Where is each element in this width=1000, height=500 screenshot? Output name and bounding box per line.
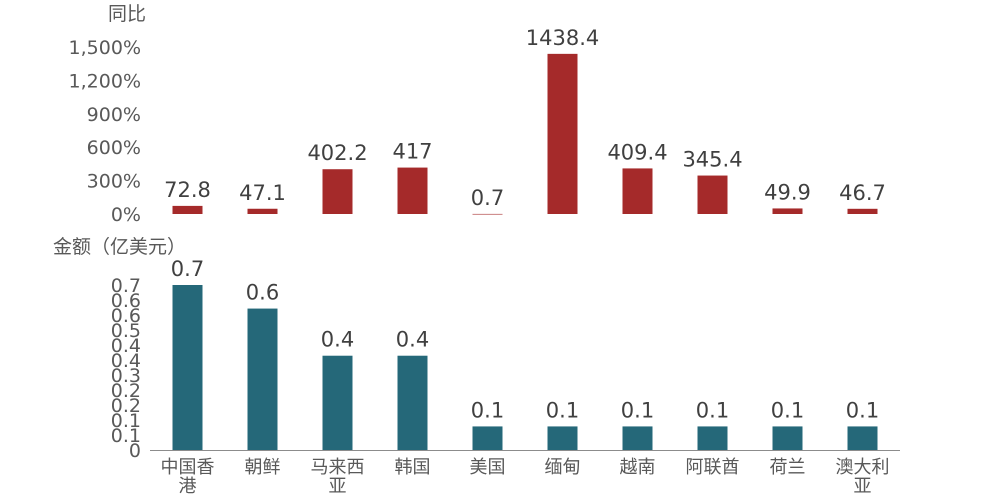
amount-data-label: 0.1 — [471, 398, 504, 422]
yoy-data-label: 345.4 — [682, 148, 742, 172]
yoy-tick-label: 900% — [87, 104, 141, 126]
amount-data-label: 0.1 — [621, 398, 654, 422]
yoy-bar — [397, 167, 428, 214]
amount-tick-label: 0.6 — [111, 305, 141, 327]
yoy-tick-label: 0% — [111, 204, 141, 226]
amount-tick-label: 0.2 — [111, 395, 141, 417]
yoy-tick-label: 1,200% — [69, 70, 141, 92]
amount-data-label: 0.7 — [171, 257, 204, 281]
yoy-data-label: 49.9 — [764, 180, 811, 204]
yoy-data-label: 1438.4 — [526, 26, 599, 50]
amount-bar — [772, 426, 803, 450]
yoy-data-label: 47.1 — [239, 181, 286, 205]
amount-tick-label: 0.7 — [111, 275, 141, 297]
yoy-axis-ticks: 0% 300% 600% 900% 1,200% 1,500% — [69, 37, 141, 226]
amount-data-label: 0.1 — [846, 398, 879, 422]
amount-bar — [697, 426, 728, 450]
category-label: 阿联酋 — [686, 457, 740, 478]
amount-axis-title: 金额（亿美元） — [53, 236, 186, 258]
yoy-tick-label: 1,500% — [69, 37, 141, 59]
amount-axis-ticks: 00.10.10.20.20.30.40.40.50.60.60.7 — [111, 275, 141, 462]
category-label: 朝鲜 — [245, 457, 281, 478]
amount-data-label: 0.4 — [396, 328, 429, 352]
yoy-data-label: 46.7 — [839, 181, 886, 205]
yoy-bar — [547, 53, 578, 215]
amount-data-label: 0.1 — [771, 398, 804, 422]
category-label: 中国香 — [161, 457, 215, 478]
amount-tick-label: 0.2 — [111, 380, 141, 402]
category-label: 韩国 — [395, 457, 431, 478]
amount-tick-label: 0.1 — [111, 410, 141, 432]
yoy-bar — [697, 175, 728, 214]
yoy-tick-label: 600% — [87, 137, 141, 159]
amount-bars — [172, 285, 878, 450]
yoy-growth-chart: 同比 0% 300% 600% 900% 1,200% 1,500% 72.8 47.1 40… — [69, 3, 886, 226]
category-label: 亚 — [329, 476, 347, 497]
yoy-bar — [847, 208, 878, 214]
yoy-data-label: 402.2 — [307, 141, 367, 165]
category-label: 马来西 — [311, 457, 365, 478]
yoy-bar — [172, 205, 203, 214]
category-label: 港 — [179, 476, 197, 497]
amount-tick-label: 0.4 — [111, 335, 141, 357]
amount-bar — [322, 355, 353, 450]
amount-chart: 金额（亿美元） 00.10.10.20.20.30.40.40.50.60.60… — [53, 236, 900, 497]
yoy-bar — [322, 169, 353, 214]
amount-data-label: 0.4 — [321, 328, 354, 352]
amount-data-labels: 0.7 0.6 0.4 0.4 0.1 0.1 0.1 0.1 0.1 0.1 — [171, 257, 879, 422]
yoy-bar — [622, 168, 653, 214]
amount-tick-label: 0 — [129, 440, 141, 462]
amount-bar — [172, 285, 203, 450]
yoy-bar — [247, 208, 278, 214]
category-label: 缅甸 — [545, 457, 581, 478]
category-label: 荷兰 — [770, 457, 806, 478]
amount-data-label: 0.1 — [546, 398, 579, 422]
yoy-axis-title: 同比 — [108, 3, 146, 25]
yoy-bar — [472, 213, 503, 215]
yoy-bars — [172, 53, 878, 215]
yoy-bar — [772, 208, 803, 214]
amount-tick-label: 0.3 — [111, 365, 141, 387]
amount-bar — [397, 355, 428, 450]
amount-bar — [622, 426, 653, 450]
yoy-tick-label: 300% — [87, 171, 141, 193]
yoy-data-label: 409.4 — [607, 140, 667, 164]
category-label: 亚 — [854, 476, 872, 497]
amount-tick-label: 0.1 — [111, 425, 141, 447]
amount-bar — [847, 426, 878, 450]
yoy-data-label: 72.8 — [164, 178, 211, 202]
category-label: 美国 — [470, 457, 506, 478]
yoy-data-label: 0.7 — [471, 186, 504, 210]
category-label: 越南 — [620, 457, 656, 478]
category-label: 澳大利 — [836, 457, 890, 478]
amount-tick-label: 0.5 — [111, 320, 141, 342]
amount-tick-label: 0.4 — [111, 350, 141, 372]
amount-bar — [472, 426, 503, 450]
amount-bar — [247, 308, 278, 450]
yoy-data-labels: 72.8 47.1 402.2 417 0.7 1438.4 409.4 345.4 49.9 4… — [164, 26, 886, 210]
yoy-data-label: 417 — [392, 140, 432, 164]
amount-tick-label: 0.6 — [111, 290, 141, 312]
amount-bar — [547, 426, 578, 450]
amount-data-label: 0.1 — [696, 398, 729, 422]
amount-data-label: 0.6 — [246, 281, 279, 305]
